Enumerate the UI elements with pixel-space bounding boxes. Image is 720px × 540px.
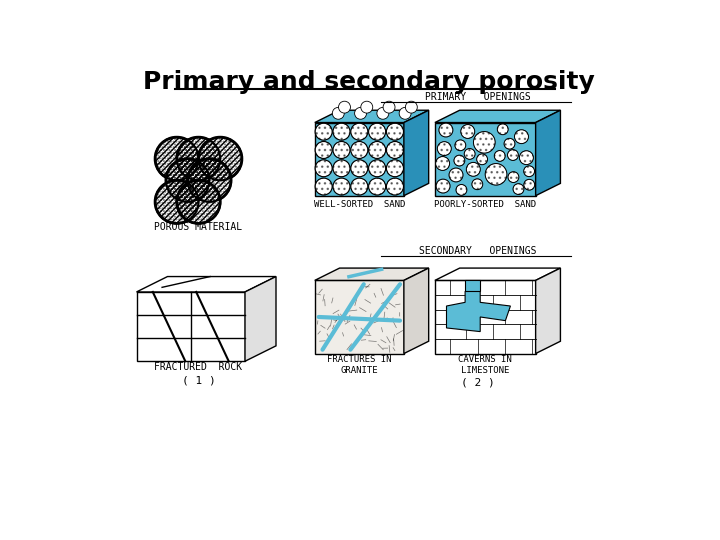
Circle shape [387, 160, 403, 177]
Circle shape [455, 140, 466, 151]
Circle shape [485, 164, 507, 185]
Circle shape [513, 184, 524, 194]
Circle shape [188, 159, 231, 202]
Circle shape [524, 179, 535, 190]
Circle shape [498, 124, 508, 134]
Circle shape [383, 101, 395, 113]
Circle shape [315, 141, 332, 158]
Text: POROUS MATERIAL: POROUS MATERIAL [154, 221, 243, 232]
Circle shape [437, 141, 451, 156]
Circle shape [315, 160, 332, 177]
Circle shape [351, 141, 368, 158]
Polygon shape [435, 280, 536, 354]
Circle shape [387, 123, 403, 140]
Polygon shape [245, 276, 276, 361]
Circle shape [464, 148, 475, 159]
Text: FRACTURES IN
GRANITE: FRACTURES IN GRANITE [327, 355, 392, 375]
Polygon shape [404, 268, 428, 354]
Circle shape [351, 123, 368, 140]
Circle shape [369, 160, 386, 177]
Circle shape [155, 180, 199, 224]
Circle shape [508, 172, 519, 183]
Text: POORLY-SORTED  SAND: POORLY-SORTED SAND [434, 200, 536, 210]
Text: SECONDARY   OPENINGS: SECONDARY OPENINGS [419, 246, 536, 256]
Text: ( 2 ): ( 2 ) [461, 377, 495, 387]
Polygon shape [137, 276, 276, 292]
Polygon shape [315, 280, 404, 354]
Circle shape [436, 157, 449, 171]
Circle shape [369, 178, 386, 195]
Circle shape [405, 101, 418, 113]
Polygon shape [315, 110, 428, 123]
Polygon shape [536, 268, 560, 354]
Polygon shape [435, 268, 560, 280]
Circle shape [377, 107, 389, 119]
Polygon shape [536, 110, 560, 195]
Circle shape [504, 138, 515, 149]
Circle shape [199, 137, 242, 180]
Circle shape [474, 132, 495, 153]
Circle shape [467, 163, 480, 176]
Circle shape [456, 185, 467, 195]
Circle shape [155, 137, 199, 180]
Circle shape [369, 123, 386, 140]
Circle shape [333, 107, 344, 119]
Circle shape [449, 168, 463, 182]
Circle shape [361, 101, 373, 113]
Circle shape [355, 107, 366, 119]
Circle shape [333, 178, 350, 195]
Polygon shape [465, 280, 480, 292]
Circle shape [495, 151, 505, 161]
Circle shape [177, 137, 220, 180]
Text: FRACTURED  ROCK: FRACTURED ROCK [154, 362, 243, 372]
Circle shape [477, 154, 487, 165]
Circle shape [461, 125, 474, 138]
Circle shape [515, 130, 528, 144]
Circle shape [333, 160, 350, 177]
Circle shape [177, 180, 220, 224]
Circle shape [472, 179, 482, 190]
Circle shape [436, 179, 450, 193]
Polygon shape [315, 123, 404, 195]
Circle shape [333, 123, 350, 140]
Circle shape [315, 123, 332, 140]
Circle shape [166, 159, 210, 202]
Polygon shape [404, 110, 428, 195]
Text: Primary and secondary porosity: Primary and secondary porosity [143, 70, 595, 94]
Text: ( 1 ): ( 1 ) [181, 375, 215, 386]
Text: WELL-SORTED  SAND: WELL-SORTED SAND [314, 200, 405, 210]
Text: CAVERNS IN
LIMESTONE: CAVERNS IN LIMESTONE [459, 355, 512, 375]
Circle shape [387, 178, 403, 195]
Circle shape [454, 155, 465, 166]
Text: PRIMARY   OPENINGS: PRIMARY OPENINGS [425, 92, 531, 102]
Polygon shape [435, 110, 560, 123]
Circle shape [399, 107, 411, 119]
Polygon shape [446, 292, 510, 332]
Circle shape [338, 101, 351, 113]
Circle shape [351, 178, 368, 195]
Circle shape [351, 160, 368, 177]
Circle shape [439, 123, 453, 137]
Polygon shape [315, 268, 428, 280]
Circle shape [369, 141, 386, 158]
Circle shape [519, 151, 534, 165]
Circle shape [523, 166, 534, 177]
Circle shape [508, 150, 518, 160]
Polygon shape [435, 123, 536, 195]
Circle shape [333, 141, 350, 158]
Circle shape [387, 141, 403, 158]
Polygon shape [137, 292, 245, 361]
Circle shape [315, 178, 332, 195]
